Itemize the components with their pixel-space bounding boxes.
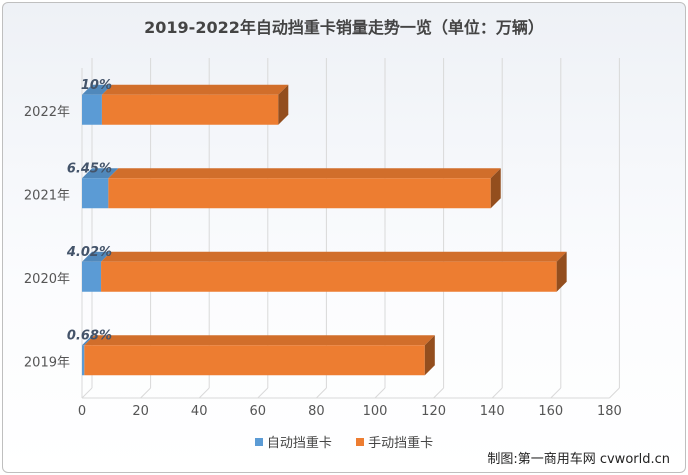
legend-label-manual: 手动挡重卡 — [368, 436, 434, 451]
bar-segment — [82, 345, 85, 376]
bar-segment — [82, 261, 102, 292]
legend-label-auto: 自动挡重卡 — [266, 436, 332, 451]
bar-side-face — [278, 84, 289, 125]
bar-top-face — [108, 168, 501, 179]
grid-floor-line — [491, 387, 503, 399]
bar-segment — [82, 94, 102, 125]
grid-floor-line — [609, 387, 620, 399]
category-label: 2019年 — [24, 355, 70, 370]
bar-segment — [101, 261, 557, 292]
bar-top-face — [82, 168, 119, 179]
bar-top-face — [101, 251, 567, 262]
grid-floor-line — [433, 387, 444, 399]
x-tick-label: 40 — [191, 404, 208, 419]
bar-side-face — [490, 168, 501, 209]
x-tick-label: 80 — [308, 404, 325, 419]
grid-floor-line — [257, 387, 269, 399]
bar-segment — [84, 345, 425, 376]
bar-segment — [101, 94, 279, 125]
x-tick-label: 0 — [78, 404, 86, 419]
x-tick-label: 180 — [597, 404, 622, 419]
x-tick-label: 20 — [132, 404, 149, 419]
data-label: 10% — [81, 78, 112, 93]
bar-top-face — [82, 84, 112, 95]
data-label: 4.02% — [66, 245, 112, 260]
legend-item-auto: 自动挡重卡 — [254, 432, 332, 451]
source-watermark: 制图:第一商用车网 cvworld.cn — [487, 452, 670, 467]
bar-top-face — [101, 84, 289, 95]
grid-floor-line — [316, 387, 327, 399]
grid-floor-line — [374, 387, 386, 399]
x-tick-label: 140 — [480, 404, 505, 419]
legend-swatch-manual — [356, 438, 365, 446]
chart-title: 2019-2022年自动挡重卡销量走势一览（单位：万辆） — [144, 18, 544, 37]
grid-floor-line — [81, 387, 93, 399]
x-tick-label: 100 — [363, 404, 388, 419]
chart-legend: 自动挡重卡 手动挡重卡 — [0, 432, 688, 451]
bar-segment — [108, 178, 491, 209]
x-tick-label: 60 — [250, 404, 267, 419]
x-tick-label: 120 — [421, 404, 446, 419]
data-label: 6.45% — [67, 161, 112, 176]
bar-side-face — [556, 251, 567, 292]
data-label: 0.68% — [67, 328, 112, 343]
bar-segment — [82, 178, 109, 209]
grid-floor-line — [198, 387, 210, 399]
category-label: 2022年 — [24, 105, 70, 120]
grid-floor-line — [140, 387, 151, 399]
x-tick-label: 160 — [538, 404, 563, 419]
bar-top-face — [82, 251, 112, 262]
bar-top-face — [82, 335, 95, 346]
bar-top-face — [84, 335, 435, 346]
grid-floor-line — [550, 387, 562, 399]
bar-side-face — [424, 335, 435, 376]
legend-swatch-auto — [254, 438, 263, 446]
category-label: 2020年 — [24, 272, 70, 287]
category-label: 2021年 — [24, 188, 70, 203]
legend-item-manual: 手动挡重卡 — [356, 432, 433, 451]
